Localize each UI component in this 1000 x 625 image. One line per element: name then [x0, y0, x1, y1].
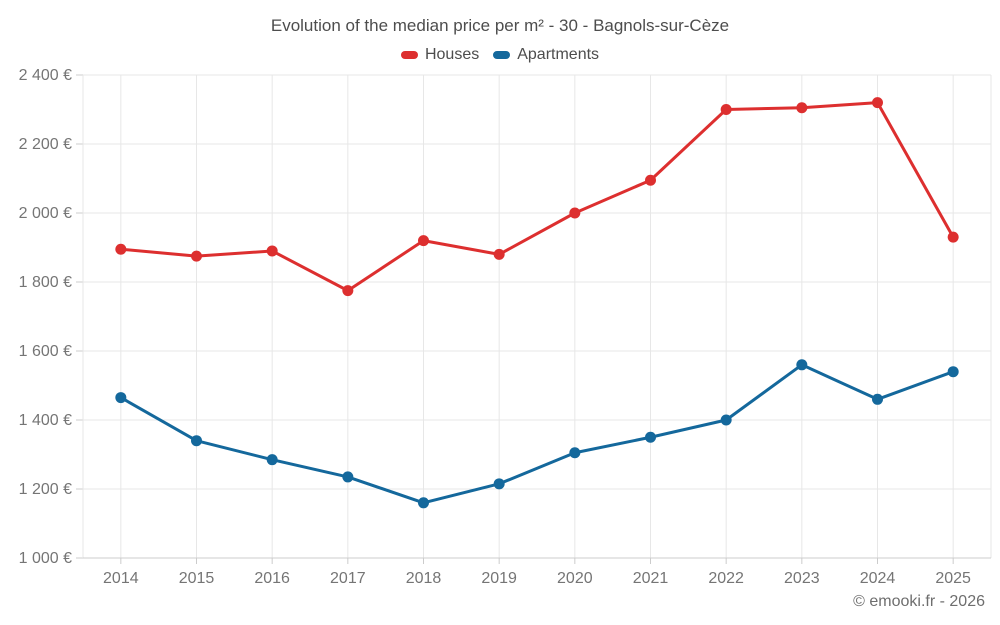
- point-apartments-2016[interactable]: [266, 454, 278, 466]
- houses-legend-swatch: [400, 51, 418, 59]
- x-tick-label: 2017: [330, 570, 366, 587]
- point-houses-2022[interactable]: [720, 104, 732, 115]
- chart-title: Evolution of the median price per m² - 3…: [270, 16, 730, 35]
- point-houses-2021[interactable]: [645, 174, 656, 186]
- x-tick-label: 2022: [708, 570, 744, 587]
- point-apartments-2024[interactable]: [872, 393, 883, 405]
- series-line-houses: [119, 101, 955, 293]
- point-houses-2025[interactable]: [947, 231, 959, 243]
- point-apartments-2025[interactable]: [947, 366, 959, 378]
- point-houses-2024[interactable]: [872, 97, 883, 109]
- x-tick-label: 2014: [103, 570, 139, 587]
- x-tick-label: 2023: [784, 570, 820, 587]
- point-houses-2023[interactable]: [796, 102, 808, 114]
- legend: Houses Apartments: [0, 46, 1000, 64]
- x-tick-label: 2019: [481, 570, 517, 587]
- houses-legend-label: Houses: [424, 46, 480, 63]
- y-tick-label: 2 200 €: [19, 136, 72, 153]
- point-houses-2019[interactable]: [493, 248, 505, 260]
- point-houses-2020[interactable]: [569, 207, 581, 219]
- y-tick-label: 1 600 €: [19, 343, 72, 360]
- y-tick-label: 1 200 €: [19, 481, 72, 498]
- point-apartments-2014[interactable]: [115, 392, 127, 404]
- y-tick-label: 1 800 €: [19, 274, 72, 291]
- x-tick-label: 2020: [557, 570, 593, 587]
- x-tick-label: 2024: [860, 570, 896, 587]
- point-apartments-2022[interactable]: [720, 414, 732, 426]
- x-tick-label: 2018: [406, 570, 442, 587]
- point-houses-2016[interactable]: [266, 245, 278, 257]
- point-apartments-2017[interactable]: [342, 471, 354, 483]
- copyright: © emooki.fr - 2026: [853, 593, 985, 610]
- point-apartments-2015[interactable]: [191, 435, 202, 447]
- point-houses-2017[interactable]: [342, 285, 354, 297]
- y-tick-label: 1 400 €: [19, 412, 72, 429]
- point-houses-2018[interactable]: [418, 235, 429, 247]
- point-houses-2014[interactable]: [115, 243, 127, 255]
- apartments-legend-label: Apartments: [517, 46, 600, 63]
- legend-item-houses[interactable]: Houses: [400, 46, 480, 64]
- y-tick-label: 2 000 €: [19, 205, 72, 222]
- x-tick-label: 2025: [935, 570, 971, 587]
- point-apartments-2020[interactable]: [569, 447, 581, 459]
- point-houses-2015[interactable]: [191, 250, 202, 262]
- series-line-apartments: [119, 363, 955, 505]
- point-apartments-2023[interactable]: [796, 359, 808, 371]
- y-tick-label: 1 000 €: [19, 550, 72, 567]
- legend-item-apartments[interactable]: Apartments: [493, 46, 599, 64]
- point-apartments-2019[interactable]: [493, 478, 505, 490]
- apartments-legend-swatch: [493, 51, 511, 59]
- point-apartments-2021[interactable]: [645, 431, 656, 443]
- x-tick-label: 2021: [633, 570, 669, 587]
- point-apartments-2018[interactable]: [418, 497, 429, 509]
- y-tick-label: 2 400 €: [19, 67, 72, 84]
- x-tick-label: 2016: [254, 570, 290, 587]
- x-tick-label: 2015: [179, 570, 215, 587]
